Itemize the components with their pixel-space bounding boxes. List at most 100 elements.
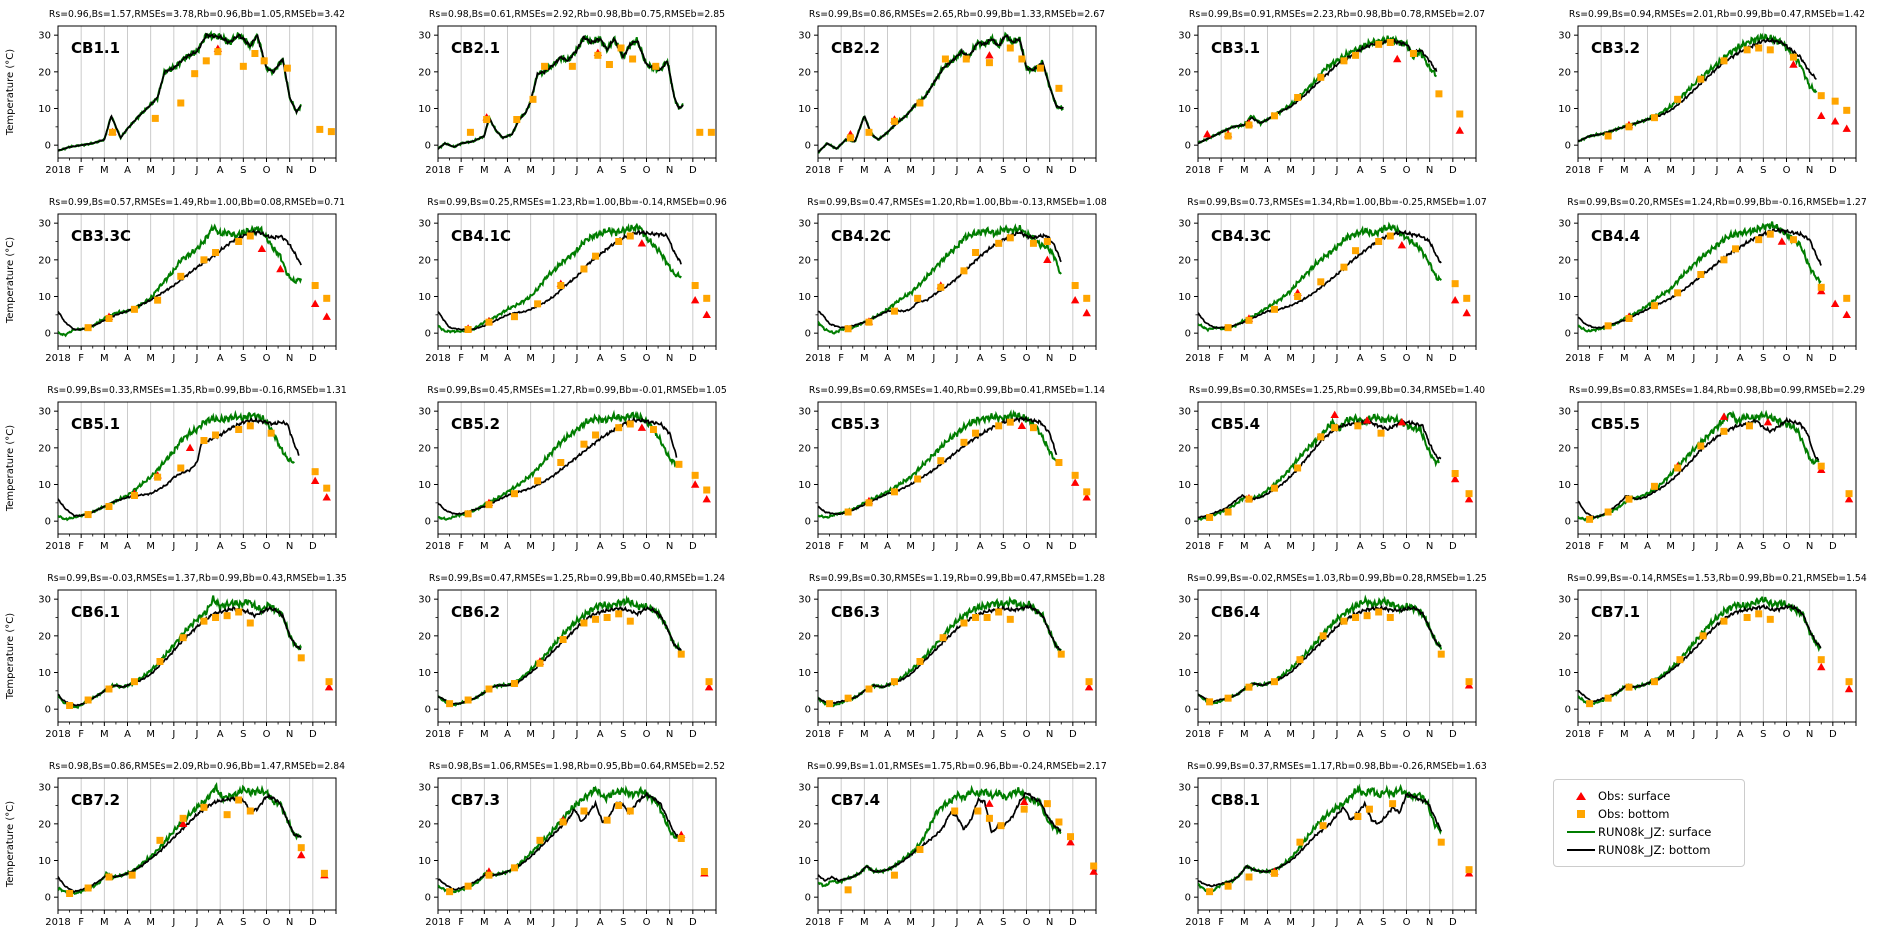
station-label: CB3.3C <box>71 227 131 245</box>
x-tick-label: J <box>1335 165 1339 176</box>
obs-bottom-point <box>483 116 491 123</box>
obs-bottom-point <box>1340 617 1348 625</box>
obs-bottom-point <box>235 426 243 433</box>
x-tick-label: 2018 <box>425 353 450 364</box>
obs-bottom-point <box>1465 866 1473 874</box>
x-tick-label: M <box>146 917 155 928</box>
x-tick-label: M <box>1620 165 1629 176</box>
x-tick-label: A <box>1737 353 1744 364</box>
obs-bottom-point <box>559 636 567 643</box>
station-label: CB7.4 <box>831 791 880 809</box>
y-tick-label: 10 <box>798 668 811 679</box>
subplot-title: Rs=0.99,Bs=0.69,RMSEs=1.40,Rb=0.99,Bb=0.… <box>809 385 1105 396</box>
obs-bottom-point <box>1055 818 1063 826</box>
station-label: CB6.3 <box>831 603 880 621</box>
y-tick-label: 10 <box>38 480 51 491</box>
x-tick-label: F <box>1598 353 1604 364</box>
x-tick-label: A <box>977 917 984 928</box>
x-tick-label: S <box>620 729 626 740</box>
x-tick-label: N <box>666 165 673 176</box>
y-tick-label: 20 <box>418 67 431 78</box>
x-tick-label: J <box>1311 729 1315 740</box>
x-tick-label: 2018 <box>1565 353 1590 364</box>
y-tick-label: 10 <box>1558 104 1571 115</box>
x-tick-label: M <box>526 353 535 364</box>
obs-bottom-point <box>951 807 959 815</box>
x-tick-label: N <box>1426 541 1433 552</box>
obs-surface-point <box>637 239 647 247</box>
station-label: CB6.1 <box>71 603 120 621</box>
obs-bottom-point <box>1245 316 1253 324</box>
x-tick-label: M <box>1286 353 1295 364</box>
obs-bottom-point <box>1071 471 1079 479</box>
subplot-CB6.1: Rs=0.99,Bs=-0.03,RMSEs=1.37,Rb=0.99,Bb=0… <box>0 564 380 752</box>
obs-bottom-point <box>1697 271 1705 278</box>
obs-bottom-point <box>1586 700 1594 708</box>
y-tick-label: 0 <box>425 893 431 904</box>
obs-bottom-point <box>1650 302 1658 310</box>
subplot-title: Rs=0.99,Bs=0.94,RMSEs=2.01,Rb=0.99,Bb=0.… <box>1569 9 1865 20</box>
x-tick-label: A <box>597 541 604 552</box>
subplot-canvas: Rs=0.99,Bs=0.47,RMSEs=1.25,Rb=0.99,Bb=0.… <box>418 573 725 740</box>
x-tick-label: 2018 <box>45 729 70 740</box>
obs-bottom-point <box>510 490 518 498</box>
obs-surface-point <box>1397 417 1407 426</box>
obs-surface-point <box>637 423 647 431</box>
x-tick-label: A <box>504 165 511 176</box>
obs-bottom-point <box>1845 490 1853 498</box>
obs-bottom-point <box>1463 294 1471 302</box>
model-bottom-line <box>438 229 682 332</box>
legend-item-model-bottom: RUN08k_JZ: bottom <box>1564 841 1734 859</box>
x-tick-label: M <box>860 541 869 552</box>
obs-bottom-point <box>1451 470 1459 477</box>
y-tick-label: 30 <box>418 407 431 418</box>
subplot-canvas: Rs=0.99,Bs=0.57,RMSEs=1.49,Rb=1.00,Bb=0.… <box>5 197 345 364</box>
x-tick-label: D <box>1449 541 1457 552</box>
obs-bottom-point <box>700 868 708 875</box>
subplot-canvas: Rs=0.99,Bs=0.83,RMSEs=1.84,Rb=0.98,Bb=0.… <box>1558 385 1865 552</box>
obs-bottom-point <box>1270 484 1278 492</box>
obs-bottom-point <box>1386 39 1394 46</box>
obs-bottom-point <box>997 822 1005 830</box>
x-tick-label: A <box>977 729 984 740</box>
x-tick-label: J <box>575 729 579 740</box>
obs-bottom-point <box>485 318 493 326</box>
obs-bottom-point <box>260 57 268 65</box>
x-tick-label: J <box>931 917 935 928</box>
x-tick-label: O <box>1023 165 1031 176</box>
obs-bottom-point <box>1465 490 1473 498</box>
obs-surface-point <box>1362 416 1372 424</box>
obs-bottom-point <box>1845 678 1853 686</box>
y-axis-label: Temperature (°C) <box>5 425 16 512</box>
obs-bottom-point <box>580 265 588 273</box>
x-tick-label: S <box>1380 541 1386 552</box>
obs-bottom-point <box>960 267 968 275</box>
x-tick-label: S <box>1000 165 1006 176</box>
obs-bottom-point <box>1245 495 1253 503</box>
legend-item-obs-bottom: Obs: bottom <box>1564 805 1734 823</box>
x-tick-label: J <box>1335 917 1339 928</box>
x-tick-label: M <box>146 165 155 176</box>
x-tick-label: S <box>620 353 626 364</box>
y-tick-label: 30 <box>38 595 51 606</box>
y-tick-label: 10 <box>38 668 51 679</box>
obs-bottom-point <box>105 315 113 322</box>
x-tick-label: M <box>480 353 489 364</box>
y-tick-label: 20 <box>38 631 51 642</box>
x-tick-label: S <box>620 165 626 176</box>
obs-bottom-point <box>1386 232 1394 240</box>
obs-surface-point <box>1450 474 1460 483</box>
obs-bottom-point <box>865 499 873 507</box>
subplot-canvas: Rs=0.99,Bs=0.94,RMSEs=2.01,Rb=0.99,Bb=0.… <box>1558 9 1865 176</box>
model-bottom-line <box>1578 36 1817 143</box>
x-tick-label: J <box>955 917 959 928</box>
x-tick-label: J <box>575 917 579 928</box>
y-axis-label: Temperature (°C) <box>5 237 16 324</box>
station-label: CB2.2 <box>831 39 880 57</box>
obs-bottom-point <box>615 424 623 432</box>
obs-bottom-point <box>1817 283 1825 291</box>
subplot-CB6.3: Rs=0.99,Bs=0.30,RMSEs=1.19,Rb=0.99,Bb=0.… <box>760 564 1140 752</box>
subplot-CB1.1: Rs=0.96,Bs=1.57,RMSEs=3.78,Rb=0.96,Bb=1.… <box>0 0 380 188</box>
x-tick-label: O <box>1783 165 1791 176</box>
y-tick-label: 20 <box>1558 255 1571 266</box>
